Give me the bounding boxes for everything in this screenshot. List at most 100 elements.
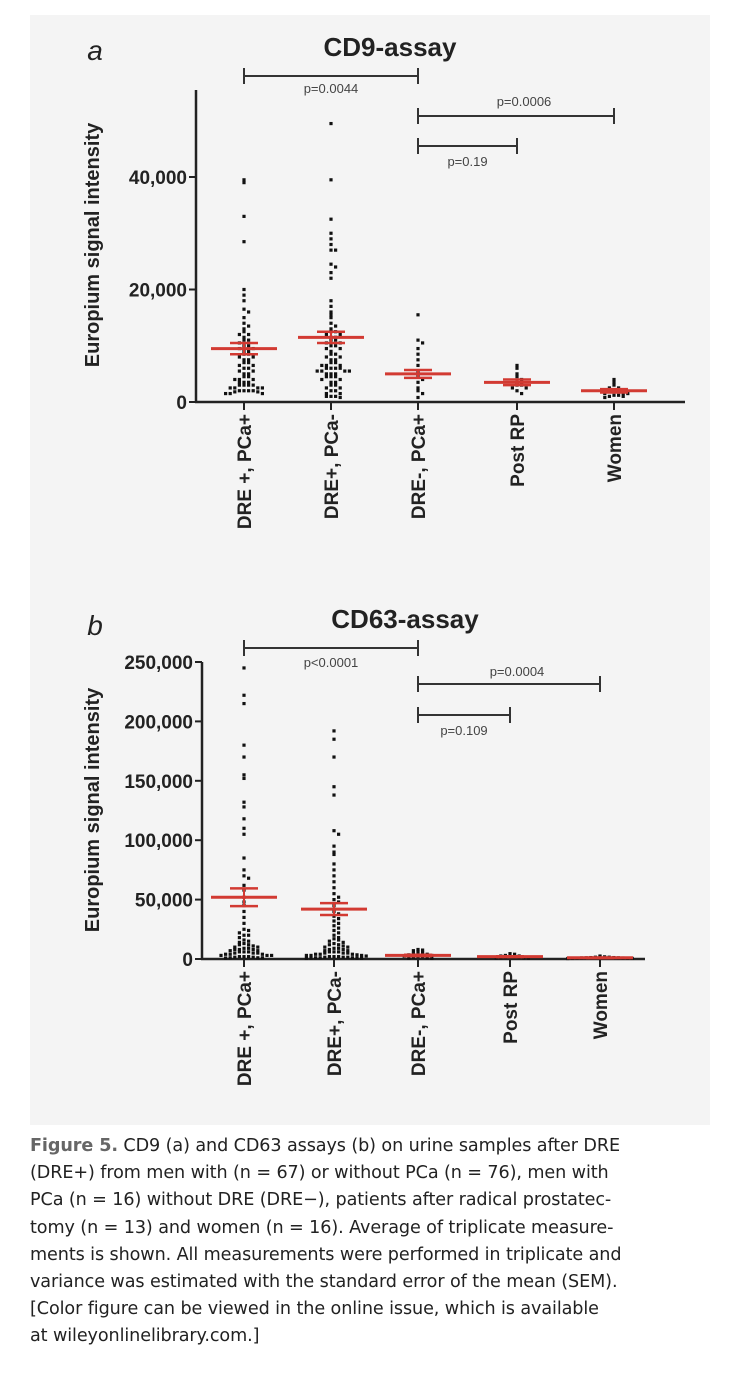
- data-point: [242, 743, 246, 747]
- data-point: [332, 886, 336, 890]
- data-point: [332, 941, 336, 946]
- data-point: [329, 389, 333, 393]
- data-point: [233, 390, 237, 394]
- data-point: [416, 352, 420, 356]
- data-point: [617, 393, 621, 397]
- data-point: [247, 943, 251, 947]
- data-point: [242, 950, 246, 954]
- data-point: [242, 883, 246, 887]
- data-point: [416, 395, 420, 400]
- data-point: [329, 344, 333, 348]
- data-point: [324, 372, 328, 376]
- data-point: [329, 327, 333, 331]
- data-point: [337, 936, 341, 940]
- data-point: [337, 895, 341, 899]
- data-point: [242, 178, 246, 182]
- data-point: [416, 380, 420, 384]
- data-point: [309, 956, 313, 960]
- data-point: [256, 390, 260, 394]
- chart-title: CD9-assay: [324, 32, 458, 62]
- panel-label: b: [87, 610, 103, 641]
- data-point: [242, 383, 246, 387]
- data-point: [242, 955, 246, 959]
- data-point: [247, 876, 251, 880]
- data-point: [242, 338, 246, 342]
- data-point: [346, 949, 350, 953]
- data-point: [329, 310, 333, 314]
- data-point: [247, 349, 251, 353]
- p-value-label: p=0.0004: [490, 664, 545, 679]
- data-point: [416, 947, 420, 952]
- data-point: [513, 952, 517, 956]
- data-point: [233, 386, 237, 390]
- data-point: [242, 389, 246, 393]
- data-point: [329, 299, 333, 303]
- data-point: [329, 358, 333, 362]
- data-point: [360, 956, 364, 960]
- data-point: [270, 953, 274, 958]
- data-point: [337, 917, 341, 921]
- data-point: [416, 389, 420, 393]
- data-point: [242, 938, 246, 942]
- data-point: [251, 383, 255, 387]
- data-point: [324, 363, 328, 368]
- data-point: [251, 355, 255, 359]
- data-point: [329, 394, 333, 398]
- data-point: [304, 953, 308, 958]
- data-point: [621, 394, 625, 398]
- data-point: [329, 313, 333, 317]
- data-point: [332, 755, 336, 759]
- data-point: [416, 358, 420, 362]
- data-point: [256, 956, 260, 960]
- data-point: [508, 952, 512, 956]
- data-point: [242, 856, 246, 860]
- y-tick-label: 100,000: [124, 831, 193, 852]
- data-point: [421, 391, 425, 396]
- figure-panel: [30, 15, 710, 1125]
- data-point: [332, 793, 336, 797]
- data-point: [332, 933, 336, 937]
- figure-label: Figure 5.: [30, 1136, 118, 1156]
- data-point: [337, 950, 341, 954]
- data-point: [247, 332, 251, 337]
- data-point: [329, 366, 333, 370]
- data-point: [338, 363, 342, 368]
- data-point: [242, 361, 246, 365]
- data-point: [334, 375, 338, 379]
- data-point: [228, 949, 232, 953]
- data-point: [242, 327, 246, 331]
- data-point: [233, 947, 237, 952]
- data-point: [338, 395, 342, 400]
- data-point: [334, 338, 338, 342]
- data-point: [251, 947, 255, 952]
- data-point: [247, 380, 251, 384]
- data-point: [237, 950, 241, 954]
- data-point: [233, 951, 237, 955]
- data-point: [256, 949, 260, 953]
- data-point: [323, 945, 327, 949]
- data-point: [332, 862, 336, 866]
- data-point: [247, 338, 251, 342]
- data-point: [242, 693, 246, 697]
- x-tick-label: Women: [605, 414, 626, 482]
- data-point: [329, 380, 333, 384]
- data-point: [329, 352, 333, 356]
- data-point: [524, 386, 528, 390]
- data-point: [332, 729, 336, 733]
- y-tick-label: 40,000: [129, 168, 187, 189]
- data-point: [347, 369, 351, 373]
- data-point: [324, 394, 328, 398]
- data-point: [332, 924, 336, 928]
- data-point: [332, 950, 336, 954]
- data-point: [334, 352, 338, 356]
- data-point: [260, 956, 264, 960]
- data-point: [251, 944, 255, 948]
- data-point: [332, 919, 336, 923]
- data-point: [338, 386, 342, 390]
- y-tick-label: 0: [176, 393, 187, 414]
- data-point: [260, 391, 264, 396]
- data-point: [323, 951, 327, 955]
- data-point: [242, 366, 246, 370]
- data-point: [350, 956, 354, 960]
- data-point: [329, 361, 333, 365]
